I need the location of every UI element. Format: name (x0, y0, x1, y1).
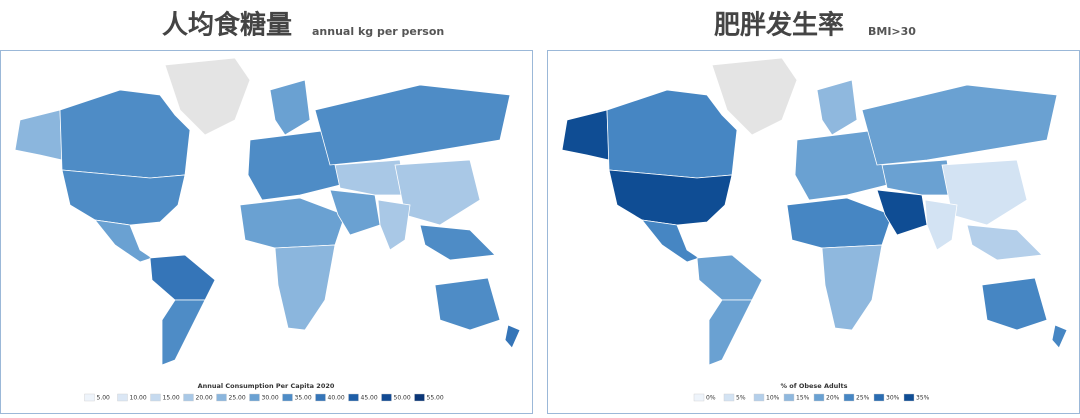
legend-label: 50.00 (394, 395, 411, 402)
legend-label: 30.00 (262, 395, 279, 402)
greenland (164, 57, 251, 136)
india (377, 199, 411, 251)
south-america-s (161, 299, 206, 366)
central-asia (334, 159, 406, 196)
legend-label: 45.00 (361, 395, 378, 402)
legend-swatch (693, 393, 705, 402)
legend-label: 25.00 (229, 395, 246, 402)
new-zealand (1051, 324, 1068, 349)
australia (434, 277, 501, 331)
south-america-s (708, 299, 753, 366)
russia (861, 84, 1058, 166)
legend-label: 40.00 (328, 395, 345, 402)
right-legend-title: % of Obese Adults (781, 382, 848, 390)
legend-label: 20% (826, 395, 840, 402)
right-subtitle: BMI>30 (868, 25, 916, 38)
legend-label: 5% (736, 395, 746, 402)
legend-swatch (753, 393, 765, 402)
left-legend-title: Annual Consumption Per Capita 2020 (198, 382, 335, 390)
greenland (711, 57, 798, 136)
legend-label: 15.00 (163, 395, 180, 402)
legend-swatch (813, 393, 825, 402)
legend-swatch (414, 393, 425, 402)
india (924, 199, 958, 251)
legend-label: 20.00 (196, 395, 213, 402)
alaska (14, 109, 63, 161)
middle-east (329, 189, 381, 236)
usa (61, 169, 186, 226)
se-asia (419, 224, 496, 261)
middle-east (876, 189, 928, 236)
scandinavia (269, 79, 311, 136)
legend-swatch (84, 393, 95, 402)
australia (981, 277, 1048, 331)
legend-label: 55.00 (427, 395, 444, 402)
left-subtitle: annual kg per person (312, 25, 444, 38)
legend-swatch (216, 393, 227, 402)
right-map (561, 57, 1068, 366)
legend-swatch (873, 393, 885, 402)
legend-swatch (783, 393, 795, 402)
central-asia (881, 159, 953, 196)
legend-label: 35% (916, 395, 930, 402)
legend-label: 10.00 (130, 395, 147, 402)
legend-swatch (150, 393, 161, 402)
legend-label: 5.00 (97, 395, 111, 402)
legend-swatch (282, 393, 293, 402)
legend-label: 0% (706, 395, 716, 402)
legend-swatch (381, 393, 392, 402)
legend-label: 10% (766, 395, 780, 402)
alaska (561, 109, 610, 161)
se-asia (966, 224, 1043, 261)
legend-swatch (843, 393, 855, 402)
legend-swatch (723, 393, 735, 402)
legend-label: 30% (886, 395, 900, 402)
legend-swatch (249, 393, 260, 402)
left-map (14, 57, 521, 366)
legend-swatch (183, 393, 194, 402)
right-title: 肥胖发生率 (714, 10, 844, 41)
legend-label: 15% (796, 395, 810, 402)
legend-swatch (315, 393, 326, 402)
africa-s (821, 244, 883, 331)
left-title: 人均食糖量 (162, 10, 292, 41)
russia (314, 84, 511, 166)
africa-s (274, 244, 336, 331)
legend-swatch (348, 393, 359, 402)
legend-label: 25% (856, 395, 870, 402)
legend-label: 35.00 (295, 395, 312, 402)
new-zealand (504, 324, 521, 349)
legend-swatch (117, 393, 128, 402)
legend-swatch (903, 393, 915, 402)
scandinavia (816, 79, 858, 136)
usa (608, 169, 733, 226)
